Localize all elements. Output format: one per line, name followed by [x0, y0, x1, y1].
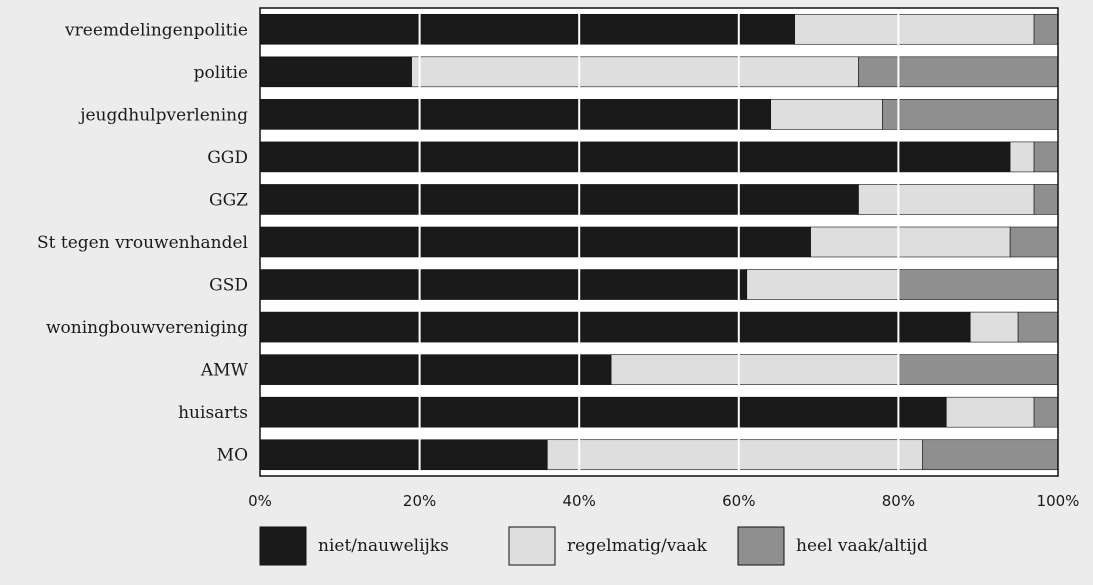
category-label: woningbouwvereniging	[46, 318, 248, 338]
bar-segment-3-row-10	[1033, 396, 1059, 428]
legend: niet/nauwelijks regelmatig/vaak heel vaak/…	[259, 526, 928, 566]
category-label: St tegen vrouwenhandel	[37, 233, 248, 253]
category-labels: vreemdelingenpolitie politie jeugdhulpverl…	[37, 20, 248, 465]
bar-segment-1-row-11	[259, 439, 548, 471]
category-label: GGZ	[209, 190, 248, 210]
bar-segment-3-row-7	[898, 269, 1059, 300]
bar-segment-2-row-5	[858, 184, 1035, 215]
bar-segment-2-row-6	[810, 226, 1011, 258]
bar-segment-3-row-9	[898, 354, 1059, 385]
bar-segment-1-row-4	[259, 141, 1011, 173]
bar-segment-2-row-1	[794, 13, 1035, 45]
category-label: politie	[194, 63, 248, 83]
category-label: AMW	[200, 361, 249, 381]
bar-segment-3-row-4	[1033, 141, 1059, 173]
bar-segment-3-row-8	[1017, 311, 1059, 343]
bar-segment-3-row-2	[858, 56, 1059, 88]
bar-segment-1-row-8	[259, 311, 971, 343]
bar-segment-3-row-11	[922, 439, 1059, 471]
category-label: GSD	[209, 276, 248, 296]
x-axis-tick-labels: 0% 20% 40% 60% 80% 100%	[248, 492, 1079, 510]
gridlines	[260, 8, 1058, 476]
legend-swatch	[508, 526, 556, 566]
legend-swatch	[259, 526, 307, 566]
legend-swatch	[737, 526, 785, 566]
x-tick-label: 100%	[1037, 492, 1080, 510]
bar-segment-2-row-8	[969, 311, 1019, 343]
legend-item: regelmatig/vaak	[508, 526, 708, 566]
bar-segment-1-row-2	[259, 56, 412, 88]
legend-item: heel vaak/altijd	[737, 526, 928, 566]
category-label: vreemdelingenpolitie	[64, 20, 248, 40]
plot-frame	[259, 7, 1059, 477]
legend-item: niet/nauwelijks	[259, 526, 449, 566]
bar-segment-3-row-3	[882, 99, 1059, 130]
bar-segment-2-row-11	[546, 439, 923, 471]
x-tick-label: 80%	[882, 492, 915, 510]
x-tick-label: 40%	[563, 492, 596, 510]
x-tick-label: 60%	[722, 492, 755, 510]
bar-segment-2-row-10	[945, 396, 1035, 428]
legend-label: niet/nauwelijks	[318, 536, 449, 556]
bar-segment-1-row-7	[259, 269, 748, 300]
legend-label: regelmatig/vaak	[567, 536, 708, 556]
category-label: MO	[217, 446, 248, 466]
x-tick-label: 0%	[248, 492, 272, 510]
bar-segment-1-row-9	[259, 354, 612, 385]
bar-segment-1-row-1	[259, 13, 795, 45]
bar-segment-1-row-6	[259, 226, 811, 258]
bar-segment-1-row-3	[259, 99, 772, 130]
bar-segment-1-row-5	[259, 184, 859, 215]
category-label: GGD	[207, 148, 248, 168]
x-tick-label: 20%	[403, 492, 436, 510]
bar-segment-3-row-5	[1033, 184, 1059, 215]
bars-layer	[259, 13, 1059, 471]
category-label: huisarts	[178, 403, 248, 423]
bar-segment-2-row-3	[770, 99, 883, 130]
bar-segment-2-row-2	[411, 56, 859, 88]
bar-segment-3-row-6	[1009, 226, 1059, 258]
bar-segment-2-row-4	[1009, 141, 1035, 173]
bar-segment-2-row-7	[746, 269, 899, 300]
bar-segment-2-row-9	[610, 354, 899, 385]
category-label: jeugdhulpverlening	[78, 105, 248, 125]
bar-segment-1-row-10	[259, 396, 947, 428]
bar-segment-3-row-1	[1033, 13, 1059, 45]
legend-label: heel vaak/altijd	[796, 536, 928, 556]
